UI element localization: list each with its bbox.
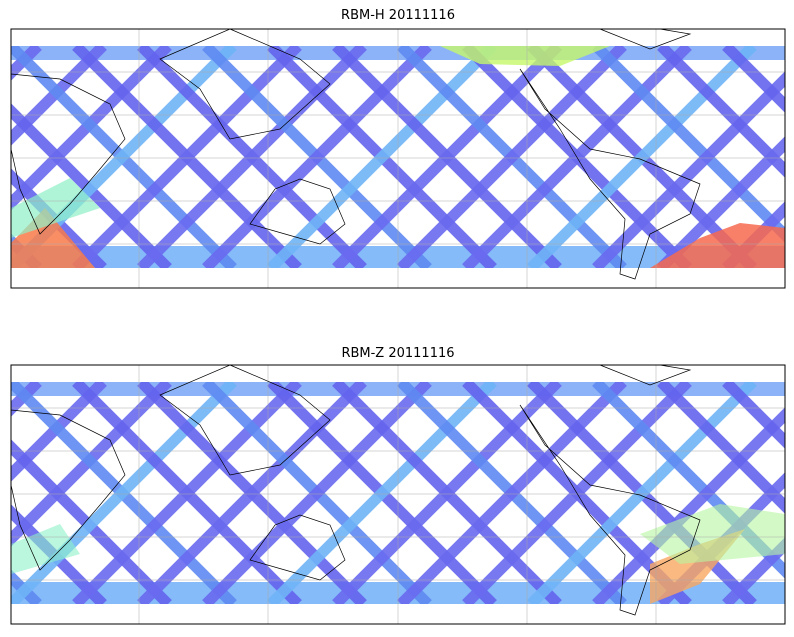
swath (332, 382, 562, 604)
coastline (519, 404, 701, 616)
coastline (159, 28, 331, 140)
coastline (249, 178, 346, 245)
swath (11, 382, 172, 547)
swath (72, 382, 302, 604)
swath (332, 46, 562, 268)
map-frame (10, 28, 786, 289)
swath (527, 46, 757, 268)
swath (267, 46, 497, 268)
swath (11, 46, 107, 146)
swath (137, 382, 367, 604)
swath (11, 382, 107, 482)
swath-warm (640, 504, 785, 564)
swath (722, 382, 785, 449)
swath (397, 46, 627, 268)
coastline (519, 68, 701, 280)
coastline (10, 73, 126, 235)
swath (267, 382, 497, 604)
swath (11, 46, 172, 211)
swath-layer (11, 382, 785, 604)
swath (202, 382, 432, 604)
swath (722, 537, 785, 604)
coastline (10, 409, 126, 571)
swath-warm (11, 524, 80, 574)
swath (722, 46, 785, 113)
swath (592, 71, 785, 268)
swath (11, 382, 237, 604)
swath (137, 46, 367, 268)
swath-hot (650, 223, 785, 268)
swath-layer (11, 46, 785, 268)
panel-title: RBM-H 20111116 (341, 8, 455, 23)
swath-warm (440, 46, 610, 66)
swath (11, 439, 172, 604)
map-frame (10, 364, 786, 625)
swath (11, 168, 107, 268)
swath (527, 382, 757, 604)
swath (397, 382, 627, 604)
swath (72, 46, 302, 268)
swath (11, 504, 107, 604)
panel-title: RBM-Z 20111116 (341, 346, 454, 361)
swath (592, 407, 785, 604)
swath (657, 136, 785, 268)
coastline (249, 514, 346, 581)
swath (202, 46, 432, 268)
coastline (159, 364, 331, 476)
swath-warm (11, 178, 100, 238)
